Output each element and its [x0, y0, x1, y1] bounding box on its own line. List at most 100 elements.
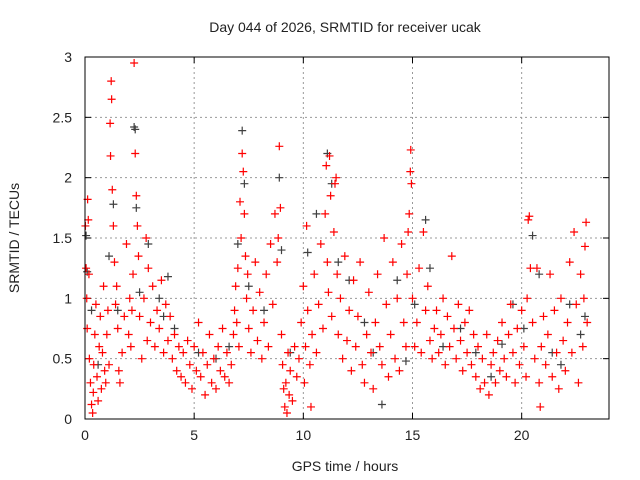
data-point-red	[244, 324, 253, 333]
data-point-red	[323, 258, 332, 267]
data-point-red	[548, 372, 557, 381]
data-point-red	[345, 306, 354, 315]
data-point-red	[305, 360, 314, 369]
data-point-red	[330, 179, 339, 188]
data-point-red	[583, 318, 592, 327]
data-point-red	[576, 270, 585, 279]
data-point-red	[91, 300, 100, 309]
data-point-red	[386, 330, 395, 339]
data-point-red	[443, 312, 452, 321]
data-point-red	[89, 360, 98, 369]
data-point-red	[131, 149, 140, 158]
data-point-red	[114, 366, 123, 375]
data-point-red	[83, 324, 92, 333]
data-point-red	[201, 390, 210, 399]
data-point-red	[303, 306, 312, 315]
data-point-red	[574, 378, 583, 387]
data-point-red	[236, 197, 245, 206]
data-point-red	[441, 360, 450, 369]
data-point-red	[238, 149, 247, 158]
data-point-red	[192, 366, 201, 375]
y-tick-label: 1.5	[53, 230, 73, 246]
data-point-red	[310, 270, 319, 279]
data-point-red	[349, 276, 358, 285]
data-point-red	[166, 312, 175, 321]
data-point-red	[229, 330, 238, 339]
data-point-red	[155, 324, 164, 333]
chart-title: Day 044 of 2026, SRMTID for receiver uca…	[209, 19, 482, 35]
data-point-gray	[471, 348, 480, 357]
data-point-gray	[144, 240, 153, 249]
data-point-red	[401, 342, 410, 351]
data-point-red	[321, 209, 330, 218]
data-point-red	[522, 372, 531, 381]
data-point-red	[233, 264, 242, 273]
data-point-gray	[260, 306, 269, 315]
data-point-red	[371, 318, 380, 327]
data-point-red	[327, 312, 336, 321]
data-point-red	[85, 354, 94, 363]
data-point-red	[163, 336, 172, 345]
data-point-gray	[556, 360, 565, 369]
data-point-red	[377, 360, 386, 369]
data-point-red	[525, 212, 534, 221]
data-point-red	[436, 330, 445, 339]
data-point-red	[257, 354, 266, 363]
data-point-red	[332, 173, 341, 182]
data-point-red	[407, 179, 416, 188]
data-point-gray	[487, 372, 496, 381]
data-point-red	[508, 348, 517, 357]
data-point-red	[471, 372, 480, 381]
data-point-red	[580, 242, 589, 251]
data-point-red	[384, 372, 393, 381]
data-point-gray	[82, 231, 91, 240]
data-point-red	[84, 270, 93, 279]
data-point-red	[308, 330, 317, 339]
data-point-gray	[377, 400, 386, 409]
data-point-gray	[535, 270, 544, 279]
data-point-red	[300, 378, 309, 387]
data-point-red	[275, 142, 284, 151]
data-point-red	[417, 348, 426, 357]
data-point-gray	[240, 179, 249, 188]
data-point-red	[487, 360, 496, 369]
data-point-red	[205, 330, 214, 339]
data-point-red	[530, 354, 539, 363]
data-point-red	[225, 378, 234, 387]
data-point-red	[535, 378, 544, 387]
data-point-red	[129, 270, 138, 279]
data-point-red	[170, 330, 179, 339]
data-point-red	[142, 234, 151, 242]
data-point-red	[517, 306, 526, 315]
data-point-red	[177, 372, 186, 381]
data-point-red	[322, 161, 331, 170]
data-point-red	[144, 264, 153, 273]
data-point-red	[312, 348, 321, 357]
data-point-red	[382, 300, 391, 309]
data-point-red	[578, 342, 587, 351]
data-point-red	[318, 324, 327, 333]
data-point-red	[276, 203, 285, 212]
data-point-red	[369, 384, 378, 393]
data-point-red	[524, 215, 533, 224]
data-point-red	[280, 402, 289, 411]
data-point-red	[563, 318, 572, 327]
x-tick-label: 20	[514, 427, 530, 443]
data-point-red	[207, 378, 216, 387]
data-point-red	[273, 258, 282, 267]
data-point-red	[367, 348, 376, 357]
data-point-red	[356, 258, 365, 267]
data-point-red	[579, 294, 588, 303]
data-point-gray	[135, 288, 144, 297]
data-point-red	[419, 227, 428, 236]
data-point-red	[181, 378, 190, 387]
data-point-red	[102, 330, 111, 339]
data-point-red	[539, 312, 548, 321]
data-point-red	[460, 318, 469, 327]
data-point-red	[428, 354, 437, 363]
data-point-red	[253, 336, 262, 345]
axis-ticks: 0 5 10 15 20 0 0.5 1 1.5 2 2.5 3	[53, 49, 609, 443]
data-point-red	[286, 366, 295, 375]
data-point-red	[412, 318, 421, 327]
data-point-red	[388, 258, 397, 267]
